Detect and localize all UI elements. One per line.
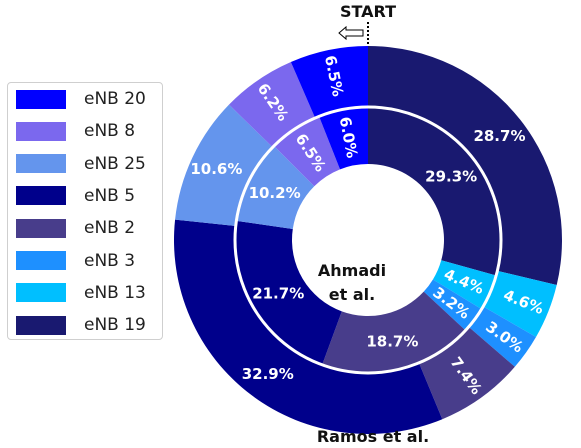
start-label: START xyxy=(340,2,396,21)
legend-label: eNB 25 xyxy=(84,153,146,174)
legend-label: eNB 8 xyxy=(84,121,136,142)
inner-ring xyxy=(235,108,500,372)
ring-borders xyxy=(233,105,503,375)
outer-slice-enb-25 xyxy=(175,104,273,227)
legend-swatch xyxy=(16,89,66,109)
inner-ring-name-line-1: Ahmadi xyxy=(318,261,386,280)
outer-ring-name: Ramos et al. xyxy=(317,427,429,446)
outer-slice-enb-5 xyxy=(174,219,443,434)
legend-label: eNB 19 xyxy=(84,315,146,336)
inner-slice-enb-3 xyxy=(423,279,481,330)
inner-slice-enb-25 xyxy=(237,146,315,230)
outer-label-enb-25: 10.6% xyxy=(190,160,242,178)
outer-label-enb-5: 32.9% xyxy=(242,365,294,383)
legend-item-enb-20: eNB 20 xyxy=(16,89,146,109)
outer-slice-enb-13 xyxy=(483,270,557,337)
inner-slice-enb-20 xyxy=(319,108,368,170)
inner-slice-enb-8 xyxy=(274,117,341,187)
inner-ring-name-line-2: et al. xyxy=(329,285,375,304)
outer-ring xyxy=(174,46,562,434)
ring-separator xyxy=(233,105,503,375)
legend: eNB 20 eNB 8 eNB 25 eNB 5 eNB 2 eNB 3 eNB 13 eN… xyxy=(7,82,163,340)
legend-item-enb-5: eNB 5 xyxy=(16,186,135,206)
legend-swatch xyxy=(16,154,66,174)
legend-item-enb-8: eNB 8 xyxy=(16,121,135,141)
legend-item-enb-2: eNB 2 xyxy=(16,218,135,238)
inner-slice-enb-19 xyxy=(368,108,500,276)
inner-label-enb-2: 18.7% xyxy=(366,333,418,351)
inner-slice-enb-5 xyxy=(235,220,342,364)
legend-swatch xyxy=(16,315,66,335)
inner-label-enb-5: 21.7% xyxy=(252,284,304,302)
legend-item-enb-13: eNB 13 xyxy=(16,283,146,303)
outer-slice-enb-3 xyxy=(468,306,537,367)
legend-label: eNB 5 xyxy=(84,185,136,206)
inner-slice-enb-13 xyxy=(432,260,496,309)
outer-slice-enb-19 xyxy=(368,46,562,286)
legend-swatch xyxy=(16,283,66,303)
legend-item-enb-3: eNB 3 xyxy=(16,251,135,271)
legend-swatch xyxy=(16,186,66,206)
inner-label-enb-25: 10.2% xyxy=(249,184,301,202)
legend-label: eNB 3 xyxy=(84,250,136,271)
start-arrow-icon xyxy=(338,25,364,41)
inner-label-enb-19: 29.3% xyxy=(425,168,477,186)
outer-slice-enb-20 xyxy=(290,46,368,118)
legend-item-enb-25: eNB 25 xyxy=(16,154,146,174)
inner-slice-enb-2 xyxy=(322,291,465,372)
legend-swatch xyxy=(16,218,66,238)
legend-label: eNB 2 xyxy=(84,218,136,239)
legend-swatch xyxy=(16,251,66,270)
outer-label-enb-19: 28.7% xyxy=(473,127,525,145)
outer-slice-enb-8 xyxy=(229,61,316,148)
legend-swatch xyxy=(16,121,66,141)
legend-item-enb-19: eNB 19 xyxy=(16,315,146,335)
legend-label: eNB 20 xyxy=(84,89,146,109)
legend-label: eNB 13 xyxy=(84,282,146,303)
